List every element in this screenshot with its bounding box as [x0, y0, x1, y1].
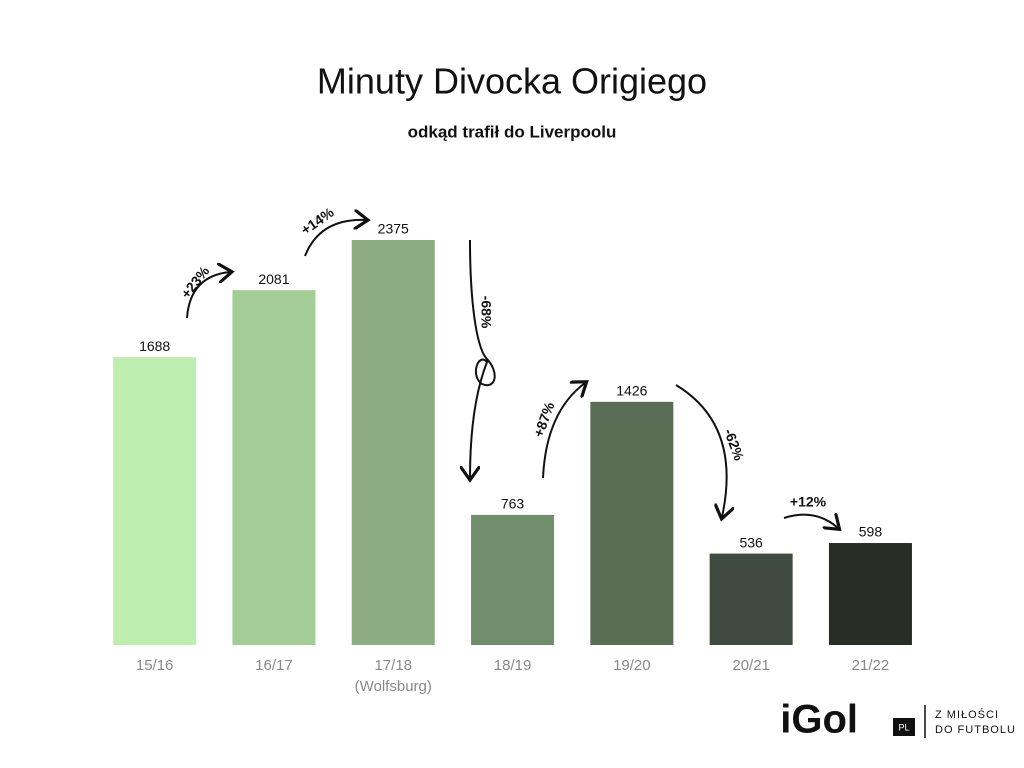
logo-badge-bg: [893, 718, 915, 736]
bar: [351, 240, 435, 645]
x-tick-label: 20/21: [732, 657, 770, 674]
x-tick-label: 17/18 (Wolfsburg): [354, 657, 432, 695]
change-label: +87%: [530, 399, 558, 439]
chart-subtitle: odkąd trafił do Liverpoolu: [408, 122, 617, 141]
change-label: +23%: [178, 263, 213, 302]
x-tick-label: 15/16: [135, 657, 174, 674]
value-label: 2375: [378, 221, 409, 237]
chart-title: Minuty Divocka Origiego: [317, 61, 707, 102]
change-label: +12%: [790, 494, 827, 510]
value-label: 2081: [258, 271, 289, 287]
bar: [113, 357, 197, 645]
x-tick-label: 21/22: [851, 657, 890, 674]
bar: [590, 401, 674, 645]
bar: [828, 543, 912, 645]
logo-name: iGol: [780, 698, 858, 742]
value-label: 1688: [139, 338, 170, 354]
x-tick-label: 16/17: [255, 657, 293, 674]
change-label: +14%: [298, 204, 337, 238]
value-label: 536: [739, 534, 763, 550]
change-label: -68%: [478, 296, 494, 329]
bar: [232, 290, 316, 645]
logo-tagline: Z MIŁOŚCI DO FUTBOLU: [935, 709, 1016, 736]
value-label: 598: [859, 524, 883, 540]
x-tick-label: 19/20: [613, 657, 651, 674]
logo-badge: PL: [898, 722, 909, 732]
arrows: [186, 220, 838, 528]
bar: [471, 514, 555, 645]
bar: [709, 553, 793, 645]
value-label: 1426: [616, 383, 647, 399]
x-tick-label: 18/19: [493, 657, 532, 674]
value-label: 763: [501, 496, 525, 512]
